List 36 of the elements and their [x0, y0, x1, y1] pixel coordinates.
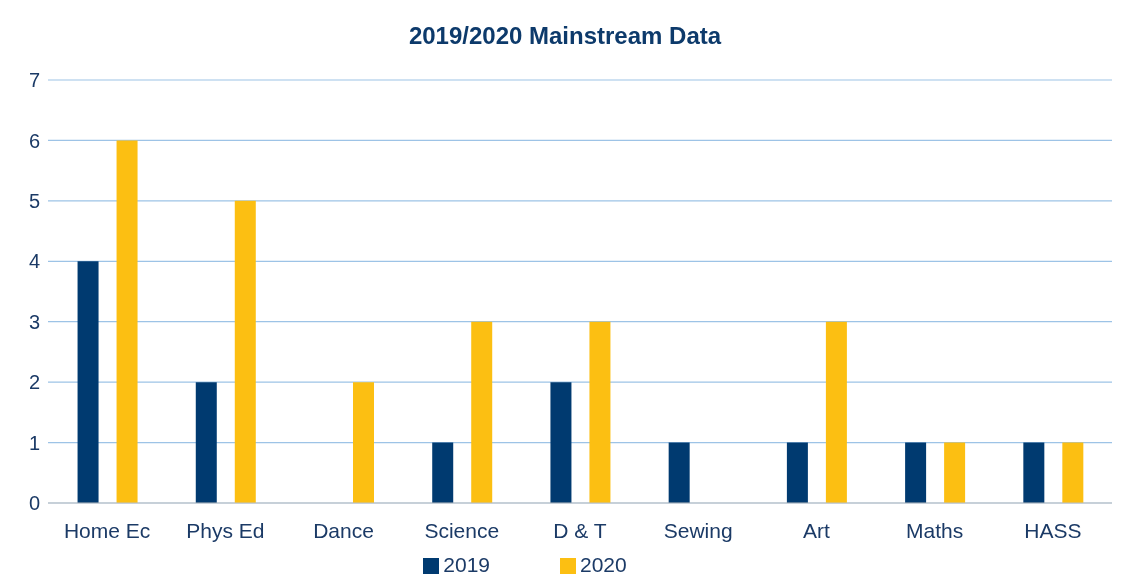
x-tick-label: Home Ec: [63, 518, 151, 542]
y-tick-label: 6: [28, 129, 40, 152]
legend-label: 2019: [443, 553, 490, 576]
bar: [1023, 442, 1045, 503]
bar: [589, 321, 611, 503]
y-tick-label: 0: [28, 492, 40, 515]
legend-label: 2020: [580, 553, 627, 576]
bar: [825, 321, 847, 503]
bar: [668, 442, 690, 503]
chart-title: 2019/2020 Mainstream Data: [407, 21, 723, 51]
bar: [432, 442, 454, 503]
bar: [195, 382, 217, 503]
x-tick-label: D & T: [553, 518, 607, 542]
bar: [234, 200, 256, 503]
x-tick-label: Maths: [906, 518, 964, 542]
x-tick-label: Phys Ed: [186, 518, 265, 542]
bar: [116, 140, 138, 503]
x-tick-label: HASS: [1024, 518, 1082, 542]
bar: [353, 382, 374, 503]
bar: [944, 442, 966, 503]
bar: [550, 382, 572, 503]
y-tick-label: 4: [28, 250, 40, 273]
bar: [471, 321, 493, 503]
y-tick-label: 7: [28, 69, 40, 92]
y-tick-label: 3: [28, 310, 40, 333]
bar: [1062, 442, 1084, 503]
y-tick-label: 1: [28, 431, 40, 454]
bar: [77, 261, 99, 503]
bar: [786, 442, 808, 503]
x-tick-label: Sewing: [663, 518, 733, 542]
x-tick-label: Dance: [313, 518, 374, 542]
x-tick-label: Science: [424, 518, 500, 542]
y-tick-label: 5: [28, 189, 40, 212]
bar: [905, 442, 927, 503]
y-tick-label: 2: [28, 371, 40, 394]
x-tick-label: Art: [803, 518, 831, 542]
